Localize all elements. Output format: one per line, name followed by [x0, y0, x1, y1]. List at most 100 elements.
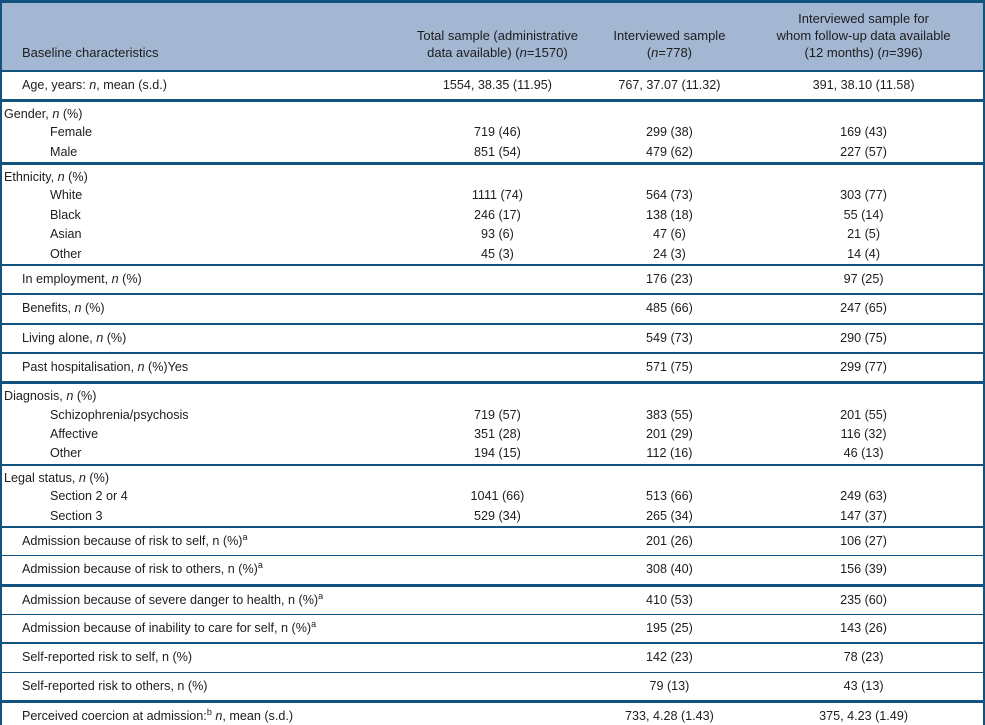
table-section: Benefits, n (%) 485 (66) 247 (65)	[1, 294, 984, 324]
row-value-total-sample	[400, 672, 595, 701]
row-value-interviewed-sample: 479 (62)	[645, 144, 693, 159]
row-value-interviewed-sample: 195 (25)	[645, 620, 693, 635]
row-value-interviewed-sample	[595, 101, 744, 124]
row-value-interviewed-sample: 47 (6)	[652, 227, 686, 242]
row-label: Legal status, n (%)	[4, 470, 110, 485]
row-value-followup-sample: 249 (63)	[840, 489, 888, 504]
row-value-total-sample: 194 (15)	[473, 446, 521, 461]
row-value-interviewed-sample	[595, 465, 744, 487]
table-section: Legal status, n (%) Section 2 or 4 1041 (6…	[1, 465, 984, 527]
row-value-total-sample: 1554, 38.35 (11.95)	[442, 77, 552, 92]
table-section: Past hospitalisation, n (%)Yes 571 (75) 29…	[1, 353, 984, 383]
row-label: Section 3	[50, 508, 103, 523]
row-value-interviewed-sample	[595, 164, 744, 187]
row-value-interviewed-sample: 571 (75)	[645, 359, 693, 374]
table-row: Section 3 529 (34) 265 (34) 147 (37)	[1, 507, 984, 527]
table-row: Male 851 (54) 479 (62) 227 (57)	[1, 143, 984, 164]
row-value-total-sample: 529 (34)	[473, 508, 521, 523]
row-value-followup-sample: 43 (13)	[843, 678, 884, 693]
row-value-followup-sample	[744, 465, 984, 487]
table-section: Admission because of risk to self, n (%)…	[1, 527, 984, 556]
row-value-followup-sample: 147 (37)	[840, 508, 888, 523]
row-value-total-sample	[400, 324, 595, 353]
row-value-total-sample: 93 (6)	[480, 227, 514, 242]
row-value-followup-sample: 21 (5)	[847, 227, 881, 242]
row-value-interviewed-sample: 79 (13)	[649, 678, 690, 693]
row-value-followup-sample: 169 (43)	[840, 125, 888, 140]
row-value-followup-sample: 97 (25)	[843, 271, 884, 286]
row-value-total-sample	[400, 527, 595, 556]
table-row: Admission because of inability to care f…	[1, 614, 984, 643]
row-label: Ethnicity, n (%)	[4, 170, 88, 185]
table-row: Age, years: n, mean (s.d.) 1554, 38.35 (1…	[1, 71, 984, 101]
row-value-total-sample	[400, 164, 595, 187]
group-header-row: Ethnicity, n (%)	[1, 164, 984, 187]
table-section: Admission because of inability to care f…	[1, 614, 984, 644]
table-section: Admission because of risk to others, n (…	[1, 556, 984, 586]
row-label: Affective	[50, 427, 99, 442]
group-header-row: Gender, n (%)	[1, 101, 984, 124]
row-value-total-sample	[400, 556, 595, 585]
column-header-followup-sample: Interviewed sample for whom follow-up dat…	[744, 1, 984, 72]
row-label: Admission because of inability to care f…	[22, 618, 317, 635]
row-value-followup-sample: 375, 4.23 (1.49)	[819, 709, 909, 724]
row-value-followup-sample: 201 (55)	[840, 407, 888, 422]
row-label: Other	[50, 246, 82, 261]
row-value-followup-sample: 303 (77)	[840, 188, 888, 203]
group-header-row: Diagnosis, n (%)	[1, 383, 984, 406]
row-label: Gender, n (%)	[4, 107, 83, 122]
row-value-followup-sample	[744, 383, 984, 406]
row-value-total-sample	[400, 643, 595, 672]
row-label: Diagnosis, n (%)	[4, 389, 97, 404]
row-value-followup-sample: 14 (4)	[847, 246, 881, 261]
row-value-followup-sample: 290 (75)	[840, 330, 888, 345]
row-value-total-sample	[400, 265, 595, 294]
table-section: Living alone, n (%) 549 (73) 290 (75)	[1, 324, 984, 353]
table-section: In employment, n (%) 176 (23) 97 (25)	[1, 265, 984, 295]
row-value-followup-sample: 235 (60)	[840, 592, 888, 607]
row-value-followup-sample: 156 (39)	[840, 562, 888, 577]
row-value-interviewed-sample: 383 (55)	[645, 407, 693, 422]
row-value-interviewed-sample: 142 (23)	[645, 650, 693, 665]
row-value-followup-sample: 391, 38.10 (11.58)	[812, 77, 915, 92]
row-value-total-sample: 1041 (66)	[470, 489, 525, 504]
row-value-followup-sample: 46 (13)	[843, 446, 884, 461]
row-value-followup-sample: 247 (65)	[840, 301, 888, 316]
row-value-interviewed-sample: 176 (23)	[645, 271, 693, 286]
table-section: Self-reported risk to self, n (%) 142 (23…	[1, 643, 984, 673]
row-value-interviewed-sample: 299 (38)	[645, 125, 693, 140]
row-value-interviewed-sample: 24 (3)	[652, 246, 686, 261]
row-value-followup-sample: 78 (23)	[843, 650, 884, 665]
row-value-total-sample	[400, 585, 595, 614]
row-value-total-sample: 45 (3)	[480, 246, 514, 261]
row-label: Perceived coercion at admission:b n, mea…	[22, 706, 294, 724]
row-value-followup-sample: 55 (14)	[843, 207, 884, 222]
row-value-total-sample	[400, 383, 595, 406]
row-label: Past hospitalisation, n (%)Yes	[22, 359, 189, 374]
table-row: Admission because of risk to self, n (%)…	[1, 527, 984, 556]
table-section: Self-reported risk to others, n (%) 79 (1…	[1, 672, 984, 702]
table-row: Self-reported risk to self, n (%) 142 (23…	[1, 643, 984, 672]
row-value-total-sample	[400, 702, 595, 725]
table-section: Diagnosis, n (%) Schizophrenia/psychosis 7…	[1, 383, 984, 465]
table-row: Female 719 (46) 299 (38) 169 (43)	[1, 123, 984, 142]
row-value-total-sample	[400, 465, 595, 487]
table-section: Perceived coercion at admission:b n, mea…	[1, 702, 984, 725]
row-label: Age, years: n, mean (s.d.)	[22, 77, 167, 92]
row-value-interviewed-sample	[595, 383, 744, 406]
table-row: Perceived coercion at admission:b n, mea…	[1, 702, 984, 725]
row-value-followup-sample	[744, 101, 984, 124]
table-section: Age, years: n, mean (s.d.) 1554, 38.35 (1…	[1, 71, 984, 101]
row-label: Admission because of risk to others, n (…	[22, 560, 263, 577]
row-value-interviewed-sample: 767, 37.07 (11.32)	[618, 77, 721, 92]
table-row: Self-reported risk to others, n (%) 79 (1…	[1, 672, 984, 701]
table-row: Other 45 (3) 24 (3) 14 (4)	[1, 245, 984, 265]
row-value-total-sample: 719 (46)	[473, 125, 521, 140]
row-value-interviewed-sample: 564 (73)	[645, 188, 693, 203]
row-value-followup-sample: 143 (26)	[840, 620, 888, 635]
table-row: In employment, n (%) 176 (23) 97 (25)	[1, 265, 984, 294]
row-label: Other	[50, 446, 82, 461]
row-value-total-sample	[400, 614, 595, 643]
